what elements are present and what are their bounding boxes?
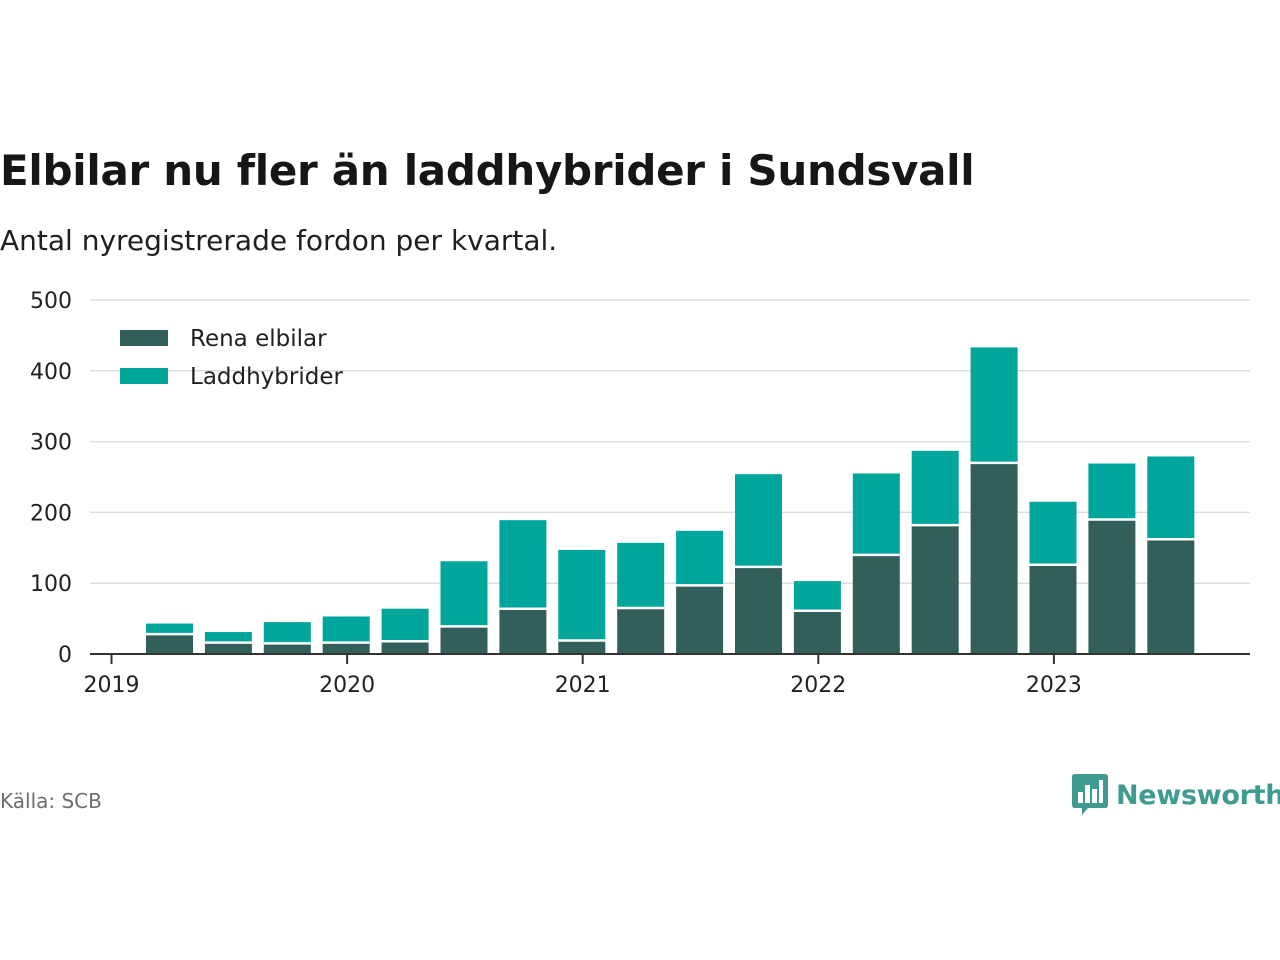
bar-laddhybrider bbox=[676, 530, 724, 586]
bar-rena-elbilar bbox=[558, 640, 606, 654]
bar-rena-elbilar bbox=[970, 462, 1018, 654]
bar-laddhybrider bbox=[322, 616, 370, 643]
bar-rena-elbilar bbox=[852, 554, 900, 654]
bar-laddhybrider bbox=[793, 581, 841, 611]
bar-laddhybrider bbox=[381, 608, 429, 642]
y-axis-ticks: 0 100 200 300 400 500 bbox=[30, 289, 72, 668]
bar-laddhybrider bbox=[146, 623, 193, 635]
x-tick-label: 2023 bbox=[1026, 673, 1082, 698]
bar-rena-elbilar bbox=[1147, 539, 1195, 654]
bar-rena-elbilar bbox=[263, 643, 311, 654]
bar-rena-elbilar bbox=[911, 525, 959, 654]
y-tick-label: 500 bbox=[30, 289, 72, 314]
bar-laddhybrider bbox=[440, 561, 488, 627]
chart-title: Elbilar nu fler än laddhybrider i Sundsv… bbox=[0, 146, 975, 195]
bar-rena-elbilar bbox=[499, 608, 547, 654]
x-axis-ticks: 2019 2020 2021 2022 2023 bbox=[84, 654, 1082, 698]
bars bbox=[146, 347, 1195, 654]
x-tick-label: 2021 bbox=[555, 673, 611, 698]
bar-laddhybrider bbox=[204, 632, 252, 643]
x-tick-label: 2019 bbox=[84, 673, 140, 698]
bar-laddhybrider bbox=[1029, 501, 1077, 565]
bar-rena-elbilar bbox=[676, 585, 724, 654]
bar-laddhybrider bbox=[911, 450, 959, 526]
source-note: Källa: SCB bbox=[0, 789, 102, 813]
legend-swatch-laddhybrider bbox=[120, 368, 168, 384]
legend: Rena elbilar Laddhybrider bbox=[120, 326, 343, 390]
y-tick-label: 400 bbox=[30, 360, 72, 385]
bar-laddhybrider bbox=[970, 347, 1018, 463]
bar-rena-elbilar bbox=[793, 610, 841, 654]
y-tick-label: 300 bbox=[30, 431, 72, 456]
bar-rena-elbilar bbox=[322, 642, 370, 654]
bar-laddhybrider bbox=[499, 520, 547, 609]
x-tick-label: 2022 bbox=[790, 673, 846, 698]
bar-laddhybrider bbox=[735, 474, 782, 567]
bar-laddhybrider bbox=[1147, 456, 1195, 540]
bar-rena-elbilar bbox=[617, 607, 665, 654]
bar-rena-elbilar bbox=[1088, 519, 1136, 654]
y-tick-label: 200 bbox=[30, 501, 72, 526]
y-tick-label: 100 bbox=[30, 572, 72, 597]
brand-name: Newsworthy bbox=[1116, 779, 1280, 811]
bar-laddhybrider bbox=[558, 549, 606, 641]
bar-rena-elbilar bbox=[735, 566, 782, 654]
legend-label-rena-elbilar: Rena elbilar bbox=[190, 326, 327, 352]
legend-label-laddhybrider: Laddhybrider bbox=[190, 364, 343, 390]
y-tick-label: 0 bbox=[58, 643, 72, 668]
bar-rena-elbilar bbox=[204, 642, 252, 654]
x-tick-label: 2020 bbox=[319, 673, 375, 698]
bar-laddhybrider bbox=[852, 473, 900, 555]
bar-rena-elbilar bbox=[1029, 564, 1077, 654]
bar-chart-speech-bubble-icon bbox=[1072, 774, 1108, 815]
bar-laddhybrider bbox=[617, 542, 665, 608]
bar-laddhybrider bbox=[1088, 463, 1136, 520]
bar-rena-elbilar bbox=[381, 641, 429, 654]
bar-rena-elbilar bbox=[146, 634, 193, 654]
brand-logo: Newsworthy bbox=[1072, 774, 1280, 816]
legend-swatch-rena-elbilar bbox=[120, 330, 168, 346]
bar-laddhybrider bbox=[263, 622, 311, 644]
chart-subtitle: Antal nyregistrerade fordon per kvartal. bbox=[0, 224, 558, 257]
bar-rena-elbilar bbox=[440, 626, 488, 654]
